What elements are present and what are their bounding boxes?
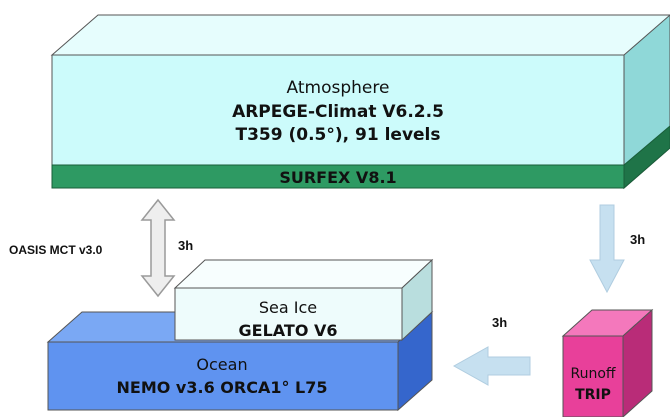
runoff-model: TRIP (575, 387, 611, 403)
sea-ice-model: GELATO V6 (239, 321, 338, 340)
sea-ice-top-face (173, 259, 434, 289)
arrow-left-icon (452, 346, 531, 386)
atmosphere-block: Atmosphere ARPEGE-Climat V6.2.5 T359 (0.… (50, 14, 670, 190)
atmosphere-title: Atmosphere (287, 78, 390, 98)
surfex-label: SURFEX V8.1 (279, 168, 396, 187)
runoff-front-face (562, 335, 624, 417)
sea-ice-block: Sea Ice GELATO V6 (173, 258, 434, 342)
ocean-front-face (47, 341, 399, 411)
atm-to-runoff-flow: 3h (589, 204, 645, 294)
coupler-name: OASIS MCT v3.0 (9, 243, 103, 257)
sea-ice-title: Sea Ice (259, 298, 317, 317)
ocean-model: NEMO v3.6 ORCA1° L75 (117, 378, 328, 397)
sea-ice-front-face (174, 287, 403, 341)
double-arrow-icon (140, 198, 176, 298)
atmosphere-front-face (51, 54, 625, 166)
atmosphere-resolution: T359 (0.5°), 91 levels (235, 125, 440, 145)
runoff-to-ocean-frequency: 3h (492, 315, 507, 330)
arrow-down-icon (589, 204, 625, 294)
atmosphere-model: ARPEGE-Climat V6.2.5 (232, 102, 444, 122)
coupler-arrow: OASIS MCT v3.0 3h (9, 198, 193, 298)
runoff-title: Runoff (570, 366, 615, 382)
coupler-frequency: 3h (178, 238, 193, 253)
atmosphere-top-face (50, 14, 670, 56)
ocean-title: Ocean (196, 355, 247, 374)
atm-to-runoff-frequency: 3h (630, 232, 645, 247)
runoff-block: Runoff TRIP (561, 308, 654, 417)
surfex-band-side (623, 125, 670, 190)
runoff-to-ocean-flow: 3h (452, 315, 531, 386)
